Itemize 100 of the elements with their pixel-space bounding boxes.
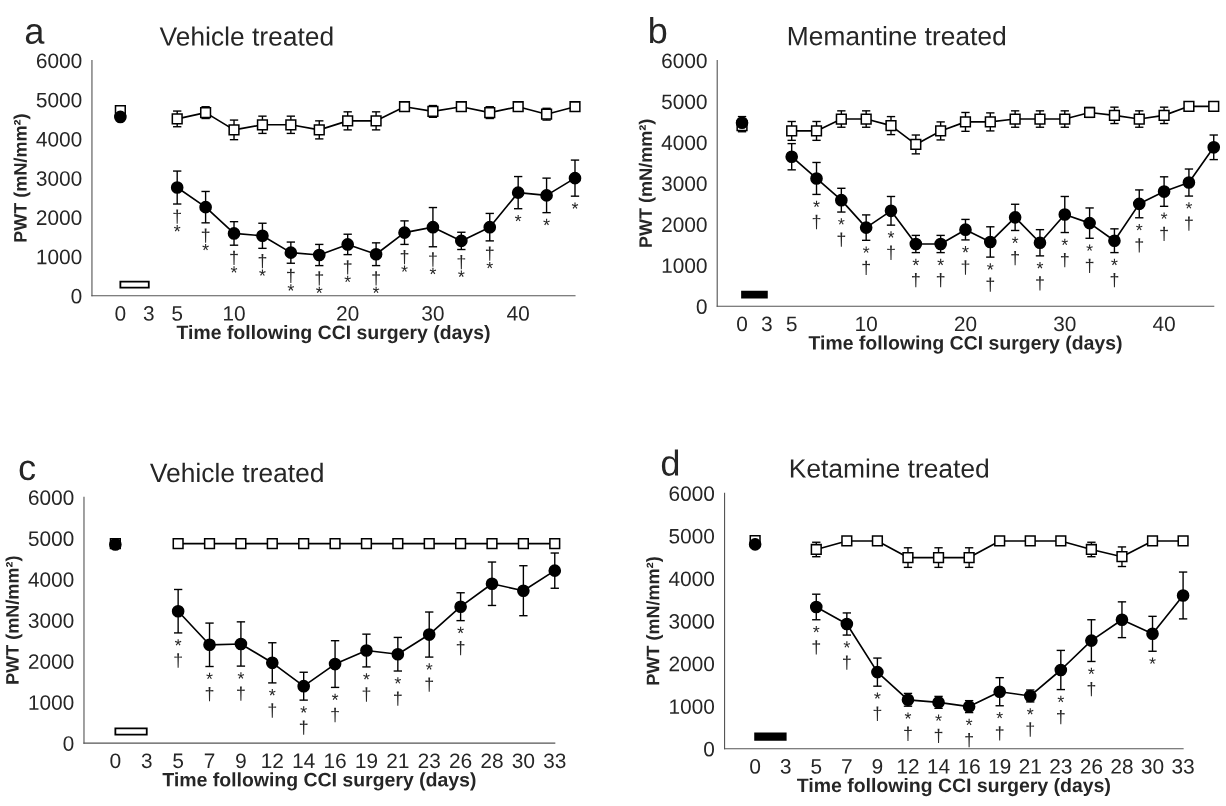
text: c <box>19 460 36 481</box>
x-tick-label: 30 <box>1141 759 1164 774</box>
data-label: * † <box>394 677 402 706</box>
x-tick-label: 12 <box>897 759 919 774</box>
data-label: † * <box>400 249 409 272</box>
x-tick-label: 10 <box>224 306 245 321</box>
x-tick-label: 5 <box>811 759 822 774</box>
data-label: † * <box>343 260 352 283</box>
y-tick-label: 5000 <box>28 531 74 547</box>
y-tick-label: 0 <box>71 288 82 304</box>
data-label: * † <box>205 672 214 702</box>
x-tick-label: 14 <box>928 759 950 774</box>
y-axis-title: PWT (mN/mm²) <box>646 557 663 685</box>
data-label: † * <box>485 246 494 269</box>
data-label: * † <box>425 663 434 692</box>
x-tick-label: 23 <box>1050 759 1072 774</box>
data-label: * † <box>362 673 371 702</box>
data-label: * <box>514 214 522 222</box>
x-axis-title: Time following CCI surgery (days) <box>176 324 490 344</box>
x-tick-label: 3 <box>141 753 152 769</box>
data-label: * † <box>934 714 943 744</box>
data-label: * † <box>995 711 1004 741</box>
x-tick-label: 19 <box>356 753 378 769</box>
text: d <box>661 449 679 476</box>
x-axis-title: Time following CCI surgery (days) <box>797 777 1110 797</box>
data-label: † * <box>372 271 380 294</box>
x-tick-label: 16 <box>959 759 980 774</box>
data-label: * † <box>1185 202 1193 231</box>
x-tick-label: 10 <box>856 316 877 332</box>
data-label: * † <box>961 246 970 275</box>
y-tick-label: 4000 <box>28 572 74 587</box>
x-tick-label: 7 <box>842 759 852 774</box>
x-tick-label: 9 <box>872 759 883 774</box>
x-tick-label: 0 <box>737 316 748 332</box>
data-label: * † <box>936 258 945 288</box>
x-tick-label: 3 <box>761 316 772 332</box>
data-label: * † <box>456 626 465 656</box>
data-label: † * <box>287 268 295 291</box>
y-tick-label: 3000 <box>661 176 707 192</box>
data-label: * † <box>1085 244 1094 273</box>
x-tick-label: 5 <box>786 316 797 332</box>
x-tick-label: 40 <box>1152 316 1175 332</box>
chart-title: Ketamine treated <box>790 458 989 478</box>
x-axis-title: Time following CCI surgery (days) <box>808 335 1122 354</box>
data-label: † * <box>429 252 437 275</box>
y-tick-label: 2000 <box>36 210 82 226</box>
x-tick-label: 26 <box>450 753 472 769</box>
x-tick-label: 40 <box>507 306 529 321</box>
data-label: * † <box>1060 238 1069 268</box>
data-label: † * <box>258 253 267 276</box>
x-tick-label: 3 <box>780 759 791 774</box>
x-tick-label: 23 <box>418 753 440 769</box>
data-label: * † <box>873 692 882 721</box>
x-tick-label: 3 <box>143 306 154 321</box>
x-tick-label: 0 <box>115 306 126 321</box>
y-tick-label: 6000 <box>36 53 82 69</box>
x-tick-label: 14 <box>293 753 315 768</box>
data-label: * † <box>1057 695 1065 725</box>
x-tick-label: 0 <box>110 753 121 769</box>
data-label: * <box>1149 657 1156 664</box>
y-tick-label: 2000 <box>662 217 707 233</box>
x-tick-label: 30 <box>1053 316 1076 332</box>
x-tick-label: 5 <box>173 753 184 769</box>
y-tick-label: 6000 <box>662 53 707 69</box>
y-tick-label: 3000 <box>28 613 74 628</box>
y-tick-label: 4000 <box>668 571 715 587</box>
y-tick-label: 4000 <box>36 131 82 147</box>
data-label: * <box>543 218 550 226</box>
x-tick-label: 20 <box>337 306 359 321</box>
data-label: * † <box>1110 258 1119 288</box>
data-label: † * <box>315 271 324 294</box>
data-label: * † <box>843 641 851 670</box>
x-tick-label: 5 <box>172 306 183 321</box>
x-tick-label: 33 <box>1172 759 1194 774</box>
data-label: * † <box>1160 212 1168 242</box>
y-tick-label: 0 <box>63 736 74 751</box>
data-label: * † <box>174 639 182 668</box>
x-tick-label: 16 <box>325 753 346 769</box>
x-tick-label: 19 <box>989 759 1011 774</box>
y-tick-label: 6000 <box>669 486 715 502</box>
data-label: * † <box>268 689 277 718</box>
y-tick-label: 2000 <box>28 654 74 669</box>
x-tick-label: 0 <box>750 759 761 774</box>
x-tick-label: 7 <box>204 753 215 768</box>
y-tick-label: 4000 <box>661 135 707 151</box>
y-tick-label: 0 <box>704 741 715 757</box>
chart-title: Vehicle treated <box>150 462 323 483</box>
data-label: * † <box>299 706 308 735</box>
y-tick-label: 5000 <box>36 92 82 108</box>
x-tick-label: 12 <box>262 753 283 768</box>
data-label: * † <box>904 712 912 741</box>
data-label: † * <box>201 228 210 251</box>
data-label: * † <box>1135 224 1144 253</box>
data-label: * † <box>1087 667 1096 697</box>
x-tick-label: 28 <box>481 753 503 769</box>
data-label: * † <box>862 246 870 276</box>
x-tick-label: 26 <box>1080 759 1103 774</box>
y-tick-label: 3000 <box>669 614 715 629</box>
x-tick-label: 9 <box>236 753 246 769</box>
data-label: * † <box>331 693 339 723</box>
